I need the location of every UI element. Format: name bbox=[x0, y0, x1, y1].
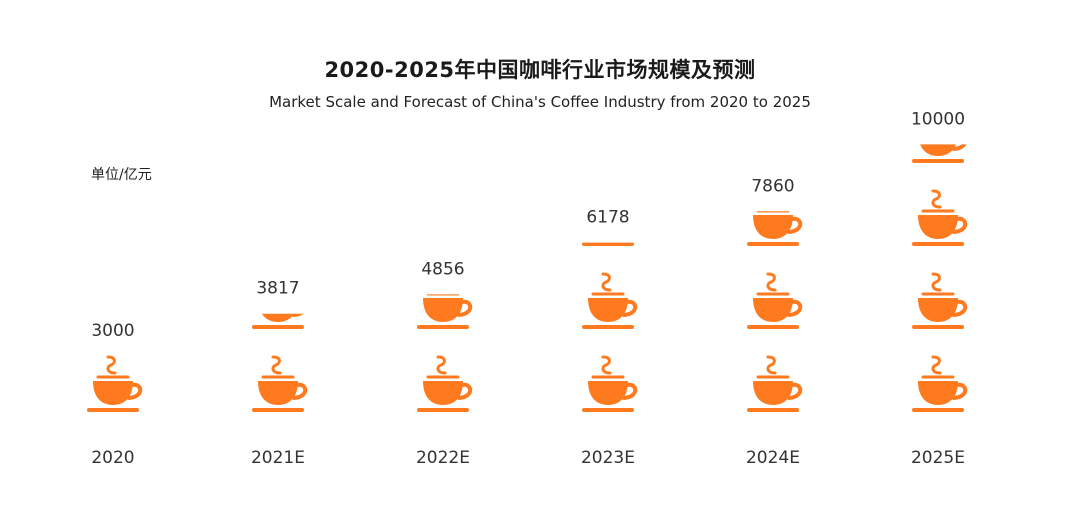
category-label: 2020 bbox=[91, 448, 134, 468]
value-label: 10000 bbox=[911, 109, 965, 129]
cup-mark bbox=[910, 355, 968, 414]
cup-mark bbox=[910, 272, 968, 331]
category-label: 2022E bbox=[416, 448, 470, 468]
value-label: 3000 bbox=[91, 321, 134, 341]
chart-subtitle: Market Scale and Forecast of China's Cof… bbox=[269, 93, 811, 111]
cup-mark bbox=[580, 355, 638, 414]
cup-mark bbox=[85, 355, 143, 414]
value-label: 7860 bbox=[751, 176, 794, 196]
category-label: 2021E bbox=[251, 448, 305, 468]
value-label: 6178 bbox=[586, 208, 629, 228]
cup-mark bbox=[745, 211, 803, 248]
value-label: 3817 bbox=[256, 279, 299, 299]
category-label: 2023E bbox=[581, 448, 635, 468]
category-label: 2024E bbox=[746, 448, 800, 468]
cup-mark bbox=[415, 355, 473, 414]
cup-mark bbox=[580, 272, 638, 331]
chart-title: 2020-2025年中国咖啡行业市场规模及预测 bbox=[324, 58, 756, 82]
cup-mark bbox=[910, 189, 968, 248]
unit-label: 单位/亿元 bbox=[91, 167, 152, 183]
cup-mark bbox=[745, 355, 803, 414]
cup-mark bbox=[415, 294, 473, 331]
value-label: 4856 bbox=[421, 259, 464, 279]
category-label: 2025E bbox=[911, 448, 965, 468]
cup-mark bbox=[745, 272, 803, 331]
cup-mark bbox=[250, 355, 308, 414]
